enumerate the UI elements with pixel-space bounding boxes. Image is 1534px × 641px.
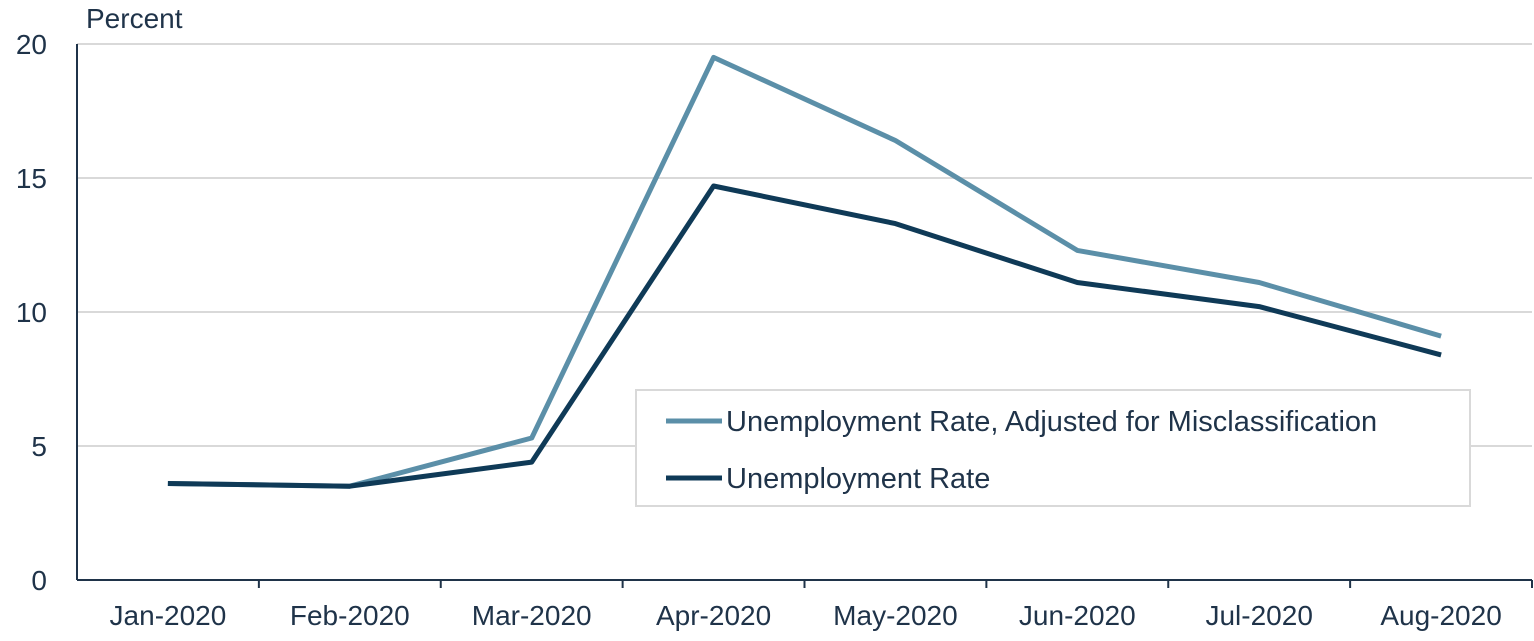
x-tick-label: May-2020 — [833, 600, 958, 631]
x-tick-label: Jan-2020 — [110, 600, 227, 631]
y-axis-label: Percent — [86, 3, 183, 34]
y-tick-label: 20 — [16, 29, 47, 60]
x-tick-label: Jul-2020 — [1205, 600, 1312, 631]
legend-label-adjusted: Unemployment Rate, Adjusted for Misclass… — [726, 406, 1377, 438]
gridlines — [77, 43, 1532, 447]
series-lines — [167, 54, 1442, 489]
x-tick-label: Aug-2020 — [1380, 600, 1501, 631]
y-tick-label: 15 — [16, 163, 47, 194]
y-tick-label: 5 — [31, 431, 47, 462]
legend-box — [635, 389, 1471, 507]
x-tick-label: Jun-2020 — [1019, 600, 1136, 631]
x-tick-label: Apr-2020 — [656, 600, 771, 631]
series-line-0 — [167, 54, 1442, 489]
x-tick-label: Mar-2020 — [472, 600, 592, 631]
x-tick-label: Feb-2020 — [290, 600, 410, 631]
series-line-1 — [167, 183, 1442, 489]
y-tick-label: 10 — [16, 297, 47, 328]
legend: Unemployment Rate, Adjusted for Misclass… — [635, 389, 1471, 507]
y-tick-label: 0 — [31, 565, 47, 596]
legend-label-unemployment: Unemployment Rate — [726, 463, 990, 495]
axes: 0 5 10 15 20 Jan-2020 Feb-2020 Mar-2020 Apr-2020… — [16, 29, 1533, 631]
